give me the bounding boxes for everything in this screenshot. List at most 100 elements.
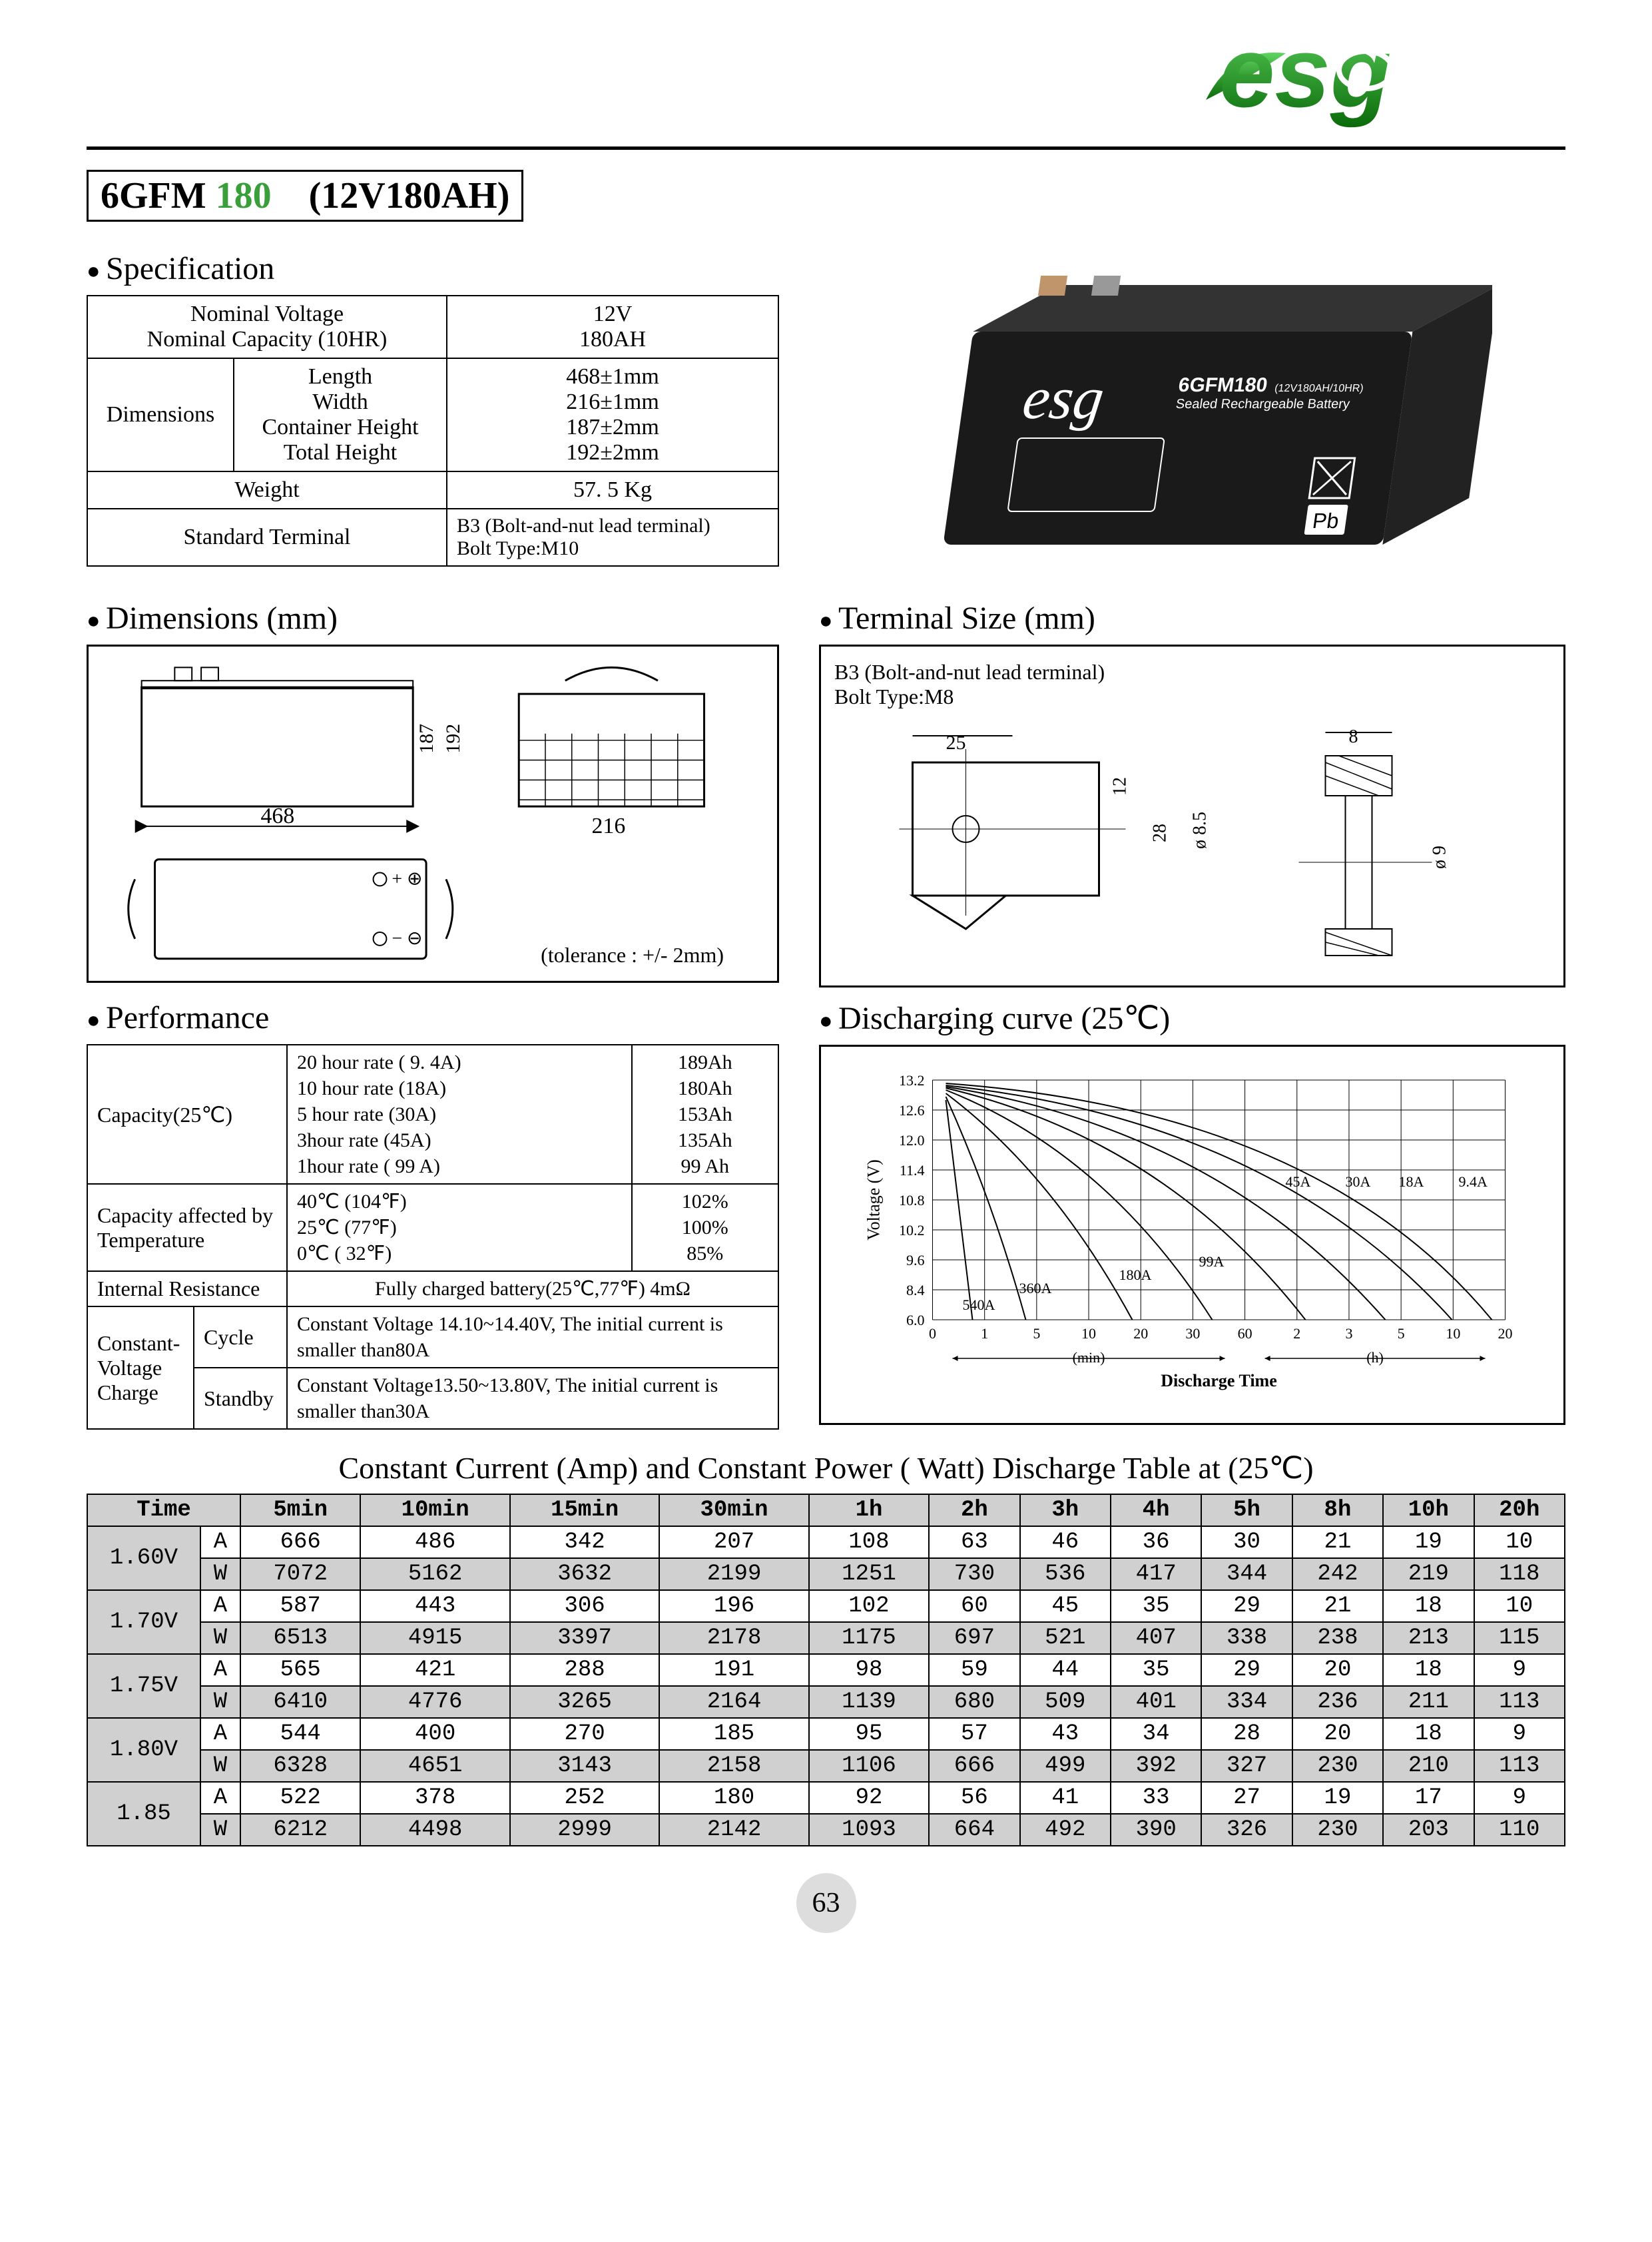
curve-heading: Discharging curve (25℃) [819, 999, 1565, 1037]
svg-text:12.0: 12.0 [899, 1132, 925, 1149]
svg-text:Voltage (V): Voltage (V) [864, 1159, 884, 1241]
nominal-voltage: 12V [457, 302, 768, 327]
standby-val: Constant Voltage13.50~13.80V, The initia… [287, 1368, 778, 1429]
rate-list: 20 hour rate ( 9. 4A)10 hour rate (18A)5… [287, 1045, 632, 1184]
svg-text:Discharge Time: Discharge Time [1161, 1371, 1277, 1390]
svg-text:− ⊖: − ⊖ [392, 928, 422, 949]
ir-label: Internal Resistance [87, 1271, 287, 1306]
term-heading: Terminal Size (mm) [819, 600, 1565, 637]
svg-text:12: 12 [1110, 777, 1131, 796]
th-val: 192±2mm [457, 440, 768, 465]
terminal-label: Standard Terminal [87, 509, 447, 566]
svg-text:(min): (min) [1073, 1349, 1105, 1366]
svg-text:3: 3 [1345, 1325, 1352, 1342]
svg-text:8.4: 8.4 [906, 1282, 925, 1298]
svg-text:30: 30 [1185, 1325, 1200, 1342]
standby-label: Standby [194, 1368, 287, 1429]
svg-text:20: 20 [1498, 1325, 1513, 1342]
cvc-label: Constant- Voltage Charge [87, 1306, 194, 1429]
svg-text:9.4A: 9.4A [1459, 1173, 1488, 1190]
svg-text:(h): (h) [1366, 1349, 1384, 1366]
svg-text:468: 468 [261, 804, 295, 828]
model-number: 180 [216, 175, 272, 216]
svg-text:12.6: 12.6 [899, 1102, 925, 1119]
svg-text:2: 2 [1293, 1325, 1300, 1342]
temp-label: Capacity affected by Temperature [87, 1184, 287, 1271]
model-spec: (12V180AH) [309, 175, 510, 216]
svg-text:0: 0 [929, 1325, 936, 1342]
nominal-capacity: 180AH [457, 327, 768, 352]
perf-heading: Performance [87, 999, 779, 1036]
svg-text:+ ⊕: + ⊕ [392, 868, 422, 889]
svg-text:30A: 30A [1346, 1173, 1371, 1190]
cycle-val: Constant Voltage 14.10~14.40V, The initi… [287, 1306, 778, 1368]
svg-text:192: 192 [442, 724, 464, 754]
dims-diagram: 187 192 468 216 [87, 645, 779, 983]
svg-text:216: 216 [592, 814, 626, 838]
length-label: Length [244, 364, 437, 390]
ch-label: Container Height [244, 415, 437, 440]
svg-text:9.6: 9.6 [906, 1252, 925, 1268]
svg-text:Pb: Pb [1310, 509, 1340, 533]
perf-table: Capacity(25℃) 20 hour rate ( 9. 4A)10 ho… [87, 1044, 779, 1430]
svg-text:esg: esg [1019, 364, 1108, 431]
weight-label: Weight [87, 471, 447, 509]
svg-text:25: 25 [946, 732, 966, 754]
svg-text:99A: 99A [1199, 1253, 1225, 1270]
svg-text:8: 8 [1349, 726, 1358, 747]
svg-text:6.0: 6.0 [906, 1312, 925, 1328]
discharge-table: Time5min10min15min30min1h2h3h4h5h8h10h20… [87, 1494, 1565, 1846]
svg-text:180A: 180A [1119, 1266, 1152, 1283]
length-val: 468±1mm [457, 364, 768, 390]
svg-text:10.8: 10.8 [899, 1192, 925, 1209]
svg-text:10: 10 [1446, 1325, 1460, 1342]
svg-text:ø 8.5: ø 8.5 [1190, 812, 1211, 849]
svg-text:1: 1 [981, 1325, 988, 1342]
width-label: Width [244, 390, 437, 415]
discharge-heading: Constant Current (Amp) and Constant Powe… [87, 1450, 1565, 1486]
svg-text:60: 60 [1238, 1325, 1252, 1342]
battery-photo: esg 6GFM180 (12V180AH/10HR) Sealed Recha… [819, 238, 1565, 588]
svg-text:10.2: 10.2 [899, 1222, 925, 1239]
model-prefix: 6GFM [101, 175, 206, 216]
svg-text:540A: 540A [963, 1296, 995, 1313]
svg-text:187: 187 [415, 724, 437, 754]
terminal-note: B3 (Bolt-and-nut lead terminal) Bolt Typ… [834, 660, 1550, 709]
svg-text:ø 9: ø 9 [1430, 846, 1450, 869]
svg-text:(12V180AH/10HR): (12V180AH/10HR) [1274, 382, 1364, 394]
svg-text:18A: 18A [1399, 1173, 1424, 1190]
svg-text:360A: 360A [1019, 1280, 1052, 1296]
svg-text:esg: esg [1219, 20, 1391, 128]
terminal-diagram: B3 (Bolt-and-nut lead terminal) Bolt Typ… [819, 645, 1565, 987]
terminal-val: B3 (Bolt-and-nut lead terminal) Bolt Typ… [447, 509, 778, 566]
svg-text:10: 10 [1081, 1325, 1096, 1342]
dims-heading: Dimensions (mm) [87, 600, 779, 637]
nominal-capacity-label: Nominal Capacity (10HR) [97, 327, 437, 352]
svg-text:5: 5 [1033, 1325, 1040, 1342]
svg-text:45A: 45A [1286, 1173, 1311, 1190]
cap-label: Capacity(25℃) [87, 1045, 287, 1184]
dimensions-label: Dimensions [87, 358, 234, 471]
spec-table: Nominal Voltage Nominal Capacity (10HR) … [87, 295, 779, 567]
svg-text:28: 28 [1150, 824, 1171, 842]
cycle-label: Cycle [194, 1306, 287, 1368]
ir-val: Fully charged battery(25℃,77℉) 4mΩ [287, 1271, 778, 1306]
brand-logo: esg [87, 20, 1565, 137]
temp-list: 40℃ (104℉)25℃ (77℉)0℃ ( 32℉) [287, 1184, 632, 1271]
top-divider [87, 146, 1565, 150]
page-number: 63 [796, 1873, 856, 1933]
svg-text:13.2: 13.2 [899, 1072, 925, 1089]
svg-text:Sealed Rechargeable Battery: Sealed Rechargeable Battery [1175, 397, 1350, 412]
svg-text:20: 20 [1133, 1325, 1148, 1342]
discharge-curve-chart: 13.2 12.6 12.0 11.4 10.8 10.2 9.6 8.4 6.00 1 5 10 20… [819, 1045, 1565, 1425]
svg-text:5: 5 [1398, 1325, 1405, 1342]
svg-text:11.4: 11.4 [900, 1162, 925, 1179]
svg-text:6GFM180: 6GFM180 [1177, 374, 1268, 396]
temp-vals: 102%100%85% [632, 1184, 778, 1271]
weight-val: 57. 5 Kg [447, 471, 778, 509]
ch-val: 187±2mm [457, 415, 768, 440]
product-title: 6GFM 180 (12V180AH) [87, 170, 523, 222]
nominal-voltage-label: Nominal Voltage [97, 302, 437, 327]
th-label: Total Height [244, 440, 437, 465]
spec-heading: Specification [87, 250, 779, 287]
